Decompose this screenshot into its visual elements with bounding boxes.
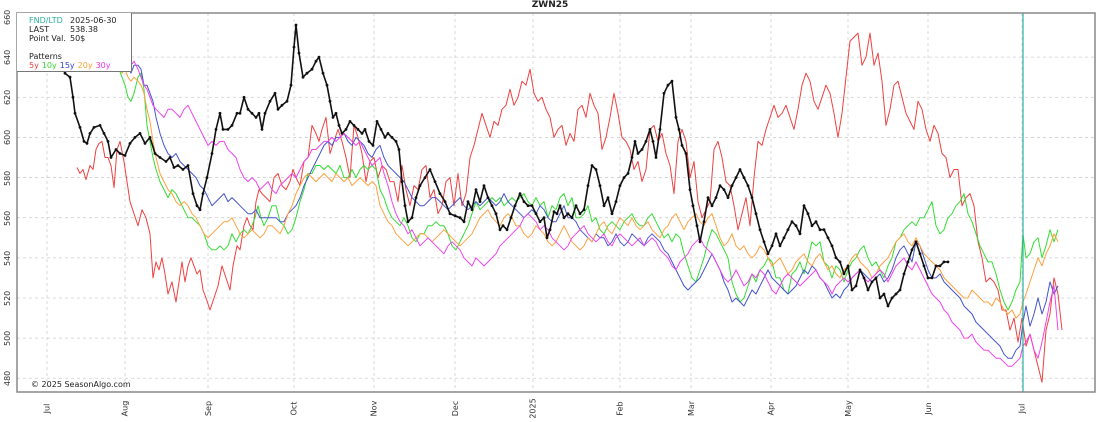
last-label: LAST (29, 25, 50, 34)
y-tick-label: 520 (3, 290, 12, 306)
x-tick-label: Feb (615, 401, 625, 416)
x-tick-label: Oct (289, 401, 299, 416)
x-tick-label: Jun (923, 402, 933, 415)
y-tick-label: 640 (3, 49, 12, 66)
x-tick-label: May (843, 400, 853, 417)
fnd-ltd-label: FND/LTD (29, 16, 63, 25)
point-val-value: 50$ (70, 34, 86, 43)
series-ZWN25 (64, 24, 948, 307)
x-tick-label: Dec (450, 400, 460, 417)
x-tick-label: Mar (686, 400, 696, 417)
patterns-legend: 5y 10y 15y 20y 30y (29, 61, 131, 70)
x-tick-label: Jul (42, 403, 52, 414)
copyright-text: © 2025 SeasonAlgo.com (31, 380, 131, 389)
y-tick-label: 600 (3, 130, 12, 146)
plot-border (16, 12, 1096, 393)
y-tick-label: 500 (3, 330, 12, 347)
y-tick-label: 480 (3, 370, 12, 387)
series-15y (118, 56, 1059, 359)
y-tick-label: 660 (3, 9, 12, 25)
point-val-label: Point Val. (29, 34, 66, 43)
x-tick-label: Jul (1017, 403, 1027, 414)
pattern-legend-5y: 5y (29, 61, 39, 70)
pattern-legend-15y: 15y (59, 61, 75, 70)
chart-title: ZWN25 (531, 0, 569, 10)
pattern-legend-30y: 30y (95, 61, 111, 70)
series-lines (63, 23, 1063, 383)
y-tick-label: 560 (3, 210, 12, 226)
x-tick-label: 2025 (528, 398, 538, 419)
series-30y (118, 56, 1059, 367)
x-tick-label: Aug (120, 400, 130, 417)
x-tick-label: Apr (766, 401, 776, 416)
grid-lines (17, 13, 1095, 392)
pattern-legend-20y: 20y (77, 61, 93, 70)
series-20y (118, 65, 1059, 319)
patterns-label: Patterns (29, 52, 62, 61)
info-legend: FND/LTD 2025-06-30 LAST 538.38 Point Val… (17, 13, 132, 72)
x-tick-label: Nov (369, 400, 379, 417)
y-tick-label: 620 (3, 89, 12, 106)
last-value: 538.38 (70, 25, 98, 34)
fnd-ltd-value: 2025-06-30 (70, 16, 117, 25)
y-tick-label: 580 (3, 170, 12, 186)
x-tick-label: Sep (203, 400, 213, 417)
series-5y (76, 32, 1063, 383)
pattern-legend-10y: 10y (41, 61, 57, 70)
y-tick-label: 540 (3, 250, 12, 266)
